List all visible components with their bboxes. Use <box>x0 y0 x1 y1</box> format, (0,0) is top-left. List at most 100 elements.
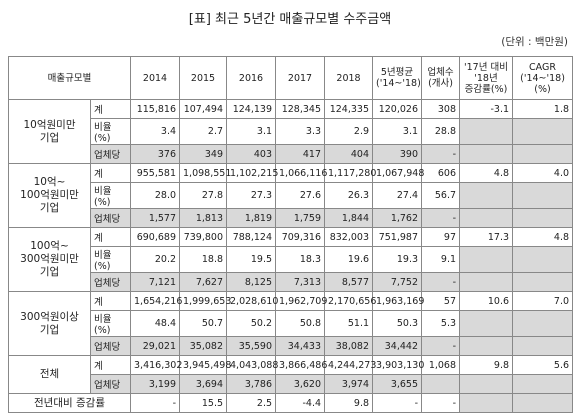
row-label: 업체당 <box>89 374 132 394</box>
cell: - <box>421 208 461 228</box>
row: 업체당 29,021 35,082 35,590 34,433 38,082 34,442- <box>9 336 574 356</box>
cell: 50.7 <box>179 310 228 337</box>
row-label: 계 <box>89 227 132 247</box>
cell: 308 <box>421 99 461 119</box>
cell: 1,098,551 <box>179 163 231 183</box>
empty-cell <box>459 144 514 164</box>
cell: 18.8 <box>179 246 228 273</box>
cell: 7,121 <box>130 272 181 292</box>
cell: 3,974 <box>324 374 374 394</box>
cell: 349 <box>179 144 228 164</box>
cell: - <box>421 272 461 292</box>
cell: 3.1 <box>226 118 277 145</box>
page: [표] 최근 5년간 매출규모별 수주금액 (단위 : 백만원) 매출규모별 20… <box>7 12 574 413</box>
empty-cell <box>459 182 514 209</box>
header-row: 매출규모별 2014 2015 2016 2017 2018 5년평균 ('14~'18) 업… <box>7 56 574 100</box>
cell: - <box>421 393 461 413</box>
empty-cell <box>459 246 514 273</box>
cell: 7.0 <box>512 291 574 311</box>
cell: 3,866,486 <box>275 355 327 375</box>
cell: 1,654,216 <box>130 291 182 311</box>
cell: 2.7 <box>179 118 228 145</box>
cell: 4.8 <box>459 163 514 183</box>
cell: 1,577 <box>130 208 181 228</box>
cell: 4.8 <box>512 227 574 247</box>
cell: 1,999,653 <box>179 291 231 311</box>
empty-cell <box>459 118 514 145</box>
empty-cell <box>421 374 461 394</box>
cell: 9.8 <box>459 355 514 375</box>
cell: 2,028,610 <box>226 291 278 311</box>
cell: 1,068 <box>421 355 461 375</box>
cell: 19.6 <box>324 246 374 273</box>
row-label: 비율(%) <box>89 310 132 337</box>
cell: 832,003 <box>324 227 374 247</box>
cell: 34,442 <box>372 336 423 356</box>
empty-cell <box>459 374 514 394</box>
cell: 1,762 <box>372 208 423 228</box>
cell: 955,581 <box>130 163 181 183</box>
column-header: 2016 <box>226 56 277 100</box>
cell: 3,620 <box>275 374 326 394</box>
cell: - <box>372 393 423 413</box>
empty-cell <box>512 336 574 356</box>
row: 비율(%) 20.2 18.8 19.5 18.3 19.6 19.3 9.1 <box>9 246 574 273</box>
cell: 404 <box>324 144 374 164</box>
empty-cell <box>512 310 574 337</box>
row: 업체당 1,577 1,813 1,819 1,759 1,844 1,762- <box>9 208 574 228</box>
empty-cell <box>512 393 574 413</box>
cell: 3,903,130 <box>372 355 424 375</box>
cell: 2.5 <box>226 393 277 413</box>
cell: 376 <box>130 144 181 164</box>
cell: 51.1 <box>324 310 374 337</box>
cell: 28.0 <box>130 182 181 209</box>
cell: 3,694 <box>179 374 228 394</box>
cell: - <box>421 144 461 164</box>
cell: - <box>421 336 461 356</box>
cell: 20.2 <box>130 246 181 273</box>
row-label: 계 <box>89 355 132 375</box>
column-header: 5년평균 ('14~'18) <box>372 56 423 100</box>
cell: 2,170,656 <box>324 291 376 311</box>
cell: 390 <box>372 144 423 164</box>
cell: 3,786 <box>226 374 277 394</box>
cell: 107,494 <box>179 99 228 119</box>
cell: 1,962,709 <box>275 291 327 311</box>
row-label: 계 <box>89 99 132 119</box>
cell: 5.6 <box>512 355 574 375</box>
cell: 3,199 <box>130 374 181 394</box>
row: 비율(%) 28.0 27.8 27.3 27.6 26.3 27.4 56.7 <box>9 182 574 209</box>
cell: 50.3 <box>372 310 423 337</box>
cell: 709,316 <box>275 227 326 247</box>
cell: 9.8 <box>324 393 374 413</box>
cell: 8,577 <box>324 272 374 292</box>
empty-cell <box>459 208 514 228</box>
row: 100억~ 300억원미만 기업 계 690,689 739,800 788,124 70… <box>8 227 574 292</box>
row: 업체당 7,121 7,627 8,125 7,313 8,577 7,752- <box>9 272 574 292</box>
unit: (단위 : 백만원) <box>501 36 568 48</box>
table: 매출규모별 2014 2015 2016 2017 2018 5년평균 ('14~'18) 업… <box>7 56 574 413</box>
cell: 10.6 <box>459 291 514 311</box>
group-label: 10억원미만 기업 <box>8 99 91 164</box>
cell: 124,335 <box>324 99 374 119</box>
empty-cell <box>512 374 574 394</box>
cell: 690,689 <box>130 227 181 247</box>
cell: 788,124 <box>226 227 277 247</box>
row: 업체당 3,199 3,694 3,786 3,620 3,974 3,655 <box>9 374 574 394</box>
empty-cell <box>512 182 574 209</box>
cell: 8,125 <box>226 272 277 292</box>
cell: 1,963,169 <box>372 291 424 311</box>
cell: 26.3 <box>324 182 374 209</box>
cell: 1,117,280 <box>324 163 376 183</box>
title: [표] 최근 5년간 매출규모별 수주금액 <box>188 12 392 27</box>
column-header: 매출규모별 <box>7 56 132 100</box>
cell: 3,945,498 <box>179 355 231 375</box>
row-label: 계 <box>89 291 132 311</box>
cell: 50.8 <box>275 310 326 337</box>
cell: -3.1 <box>459 99 514 119</box>
cell: 1,844 <box>324 208 374 228</box>
cell: 97 <box>421 227 461 247</box>
row-label: 계 <box>89 163 132 183</box>
cell: 9.1 <box>421 246 461 273</box>
row-label: 비율(%) <box>89 246 132 273</box>
